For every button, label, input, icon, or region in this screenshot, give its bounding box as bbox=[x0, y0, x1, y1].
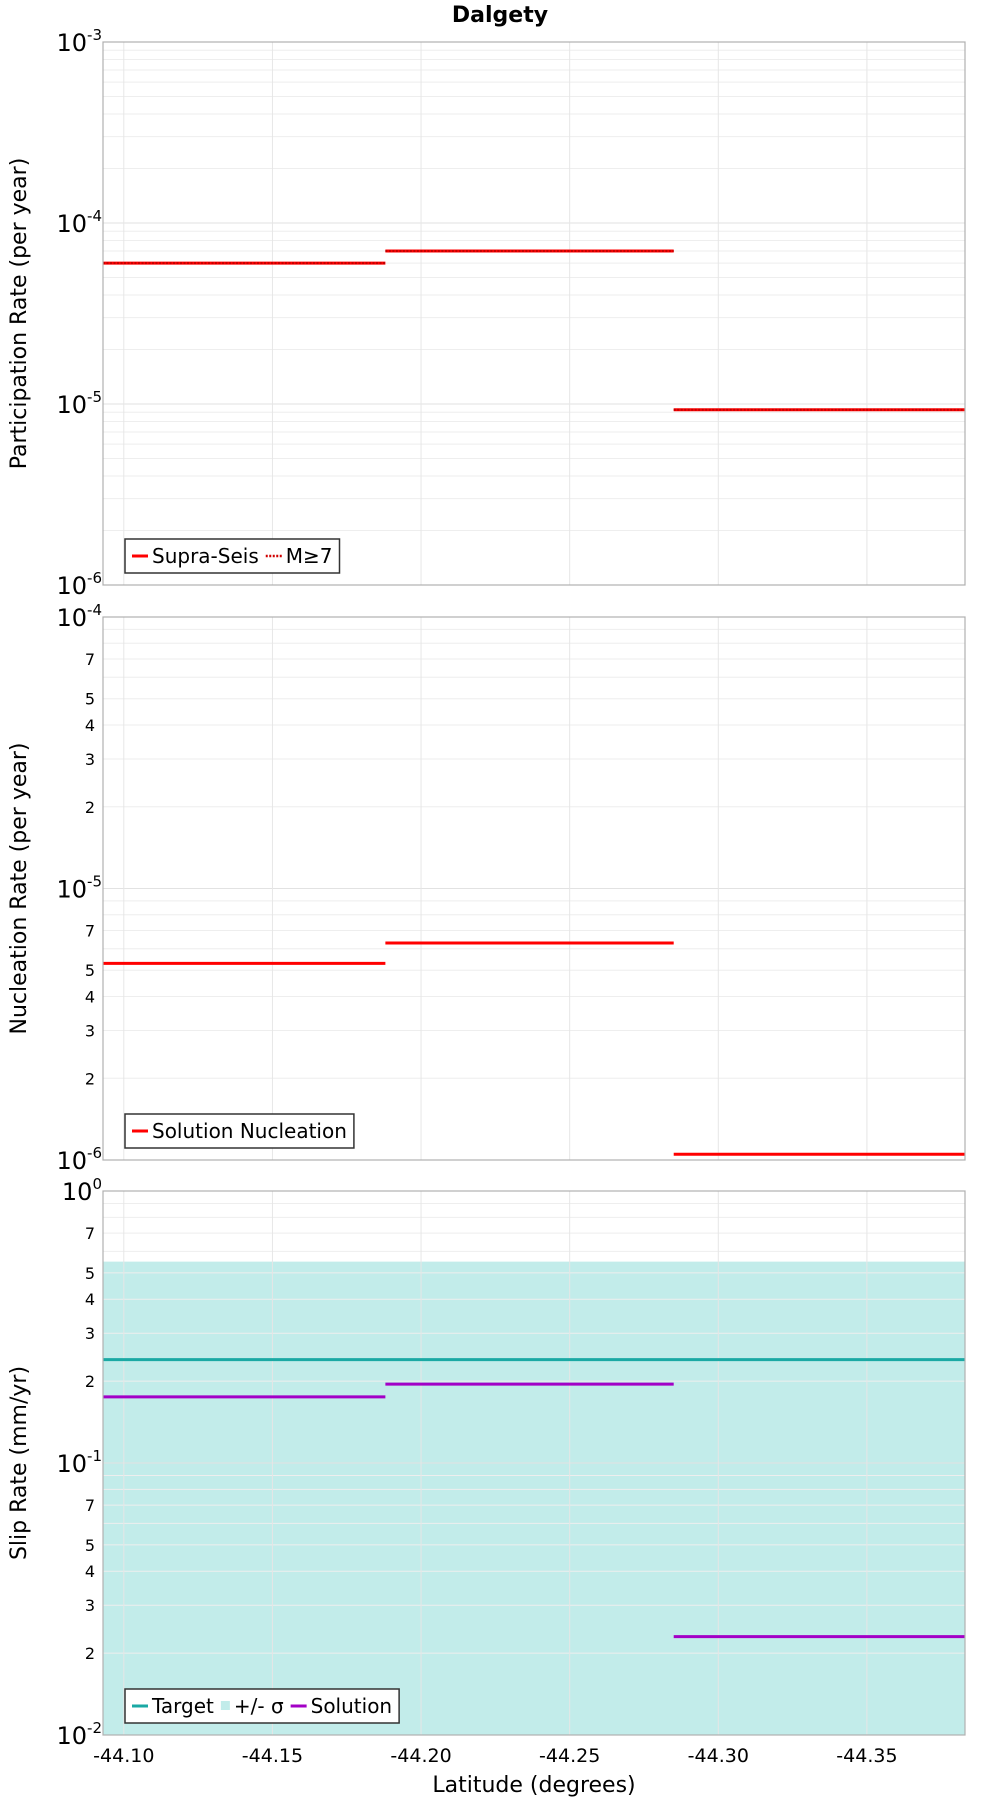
y-minor-tick-label: 4 bbox=[85, 988, 95, 1007]
y-tick-base: 10 bbox=[56, 1450, 87, 1478]
y-tick-label: 10-6 bbox=[56, 1144, 102, 1175]
y-tick-exponent: -2 bbox=[87, 1719, 102, 1737]
y-tick-label: 10-4 bbox=[56, 601, 102, 632]
legend-box bbox=[124, 1113, 355, 1149]
y-minor-tick-label: 4 bbox=[85, 1562, 95, 1581]
y-axis-label: Nucleation Rate (per year) bbox=[7, 743, 32, 1035]
y-tick-label: 10-5 bbox=[56, 873, 102, 904]
y-tick-label: 10-2 bbox=[56, 1719, 102, 1750]
y-minor-tick-label: 2 bbox=[85, 1069, 95, 1088]
y-minor-tick-label: 2 bbox=[85, 798, 95, 817]
x-tick-label: -44.35 bbox=[836, 1745, 897, 1767]
y-tick-base: 10 bbox=[56, 1147, 87, 1175]
legend-label: M≥7 bbox=[286, 544, 333, 568]
plot-frame bbox=[102, 1190, 966, 1736]
y-minor-tick-label: 5 bbox=[85, 690, 95, 709]
legend-swatch bbox=[220, 1701, 230, 1710]
figure-title: Dalgety bbox=[452, 3, 548, 28]
x-tick-label: -44.25 bbox=[539, 1745, 600, 1767]
y-tick-label: 10-4 bbox=[56, 207, 102, 238]
plot-frame bbox=[102, 616, 966, 1161]
y-tick-base: 10 bbox=[62, 1178, 93, 1206]
y-tick-base: 10 bbox=[56, 876, 87, 904]
y-minor-tick-label: 3 bbox=[85, 1021, 95, 1040]
x-tick-label: -44.30 bbox=[688, 1745, 749, 1767]
x-axis-label: Latitude (degrees) bbox=[432, 1773, 635, 1798]
legend-box bbox=[124, 1688, 400, 1724]
y-tick-base: 10 bbox=[56, 604, 87, 632]
y-tick-label: 10-1 bbox=[56, 1447, 102, 1478]
x-tick-label: -44.10 bbox=[93, 1745, 154, 1767]
y-tick-base: 10 bbox=[56, 391, 87, 419]
y-minor-tick-label: 3 bbox=[85, 1324, 95, 1343]
y-tick-base: 10 bbox=[56, 572, 87, 600]
legend-label: Supra-Seis bbox=[152, 544, 259, 568]
y-minor-tick-label: 5 bbox=[85, 961, 95, 980]
legend: Target +/- σ Solution bbox=[124, 1688, 400, 1724]
y-minor-tick-label: 5 bbox=[85, 1264, 95, 1283]
y-minor-tick-label: 2 bbox=[85, 1644, 95, 1663]
y-tick-exponent: -5 bbox=[87, 388, 102, 406]
y-tick-exponent: -4 bbox=[87, 601, 102, 619]
y-minor-tick-label: 7 bbox=[85, 922, 95, 941]
y-minor-tick-label: 7 bbox=[85, 650, 95, 669]
y-tick-base: 10 bbox=[56, 1722, 87, 1750]
sigma-band bbox=[103, 1261, 965, 1735]
legend-label: +/- σ bbox=[234, 1694, 284, 1718]
y-tick-exponent: -3 bbox=[87, 26, 102, 44]
legend: Supra-Seis M≥7 bbox=[124, 538, 341, 574]
x-tick-label: -44.15 bbox=[242, 1745, 303, 1767]
legend-label: Solution bbox=[311, 1694, 392, 1718]
y-tick-base: 10 bbox=[56, 210, 87, 238]
y-minor-tick-label: 7 bbox=[85, 1496, 95, 1515]
plot-frame bbox=[102, 41, 966, 586]
legend-label: Target bbox=[151, 1694, 214, 1718]
y-tick-exponent: -4 bbox=[87, 207, 102, 225]
y-tick-exponent: -6 bbox=[87, 569, 102, 587]
y-tick-label: 100 bbox=[62, 1175, 102, 1206]
x-tick-label: -44.20 bbox=[390, 1745, 451, 1767]
legend: Solution Nucleation bbox=[124, 1113, 355, 1149]
y-tick-exponent: -1 bbox=[87, 1447, 102, 1465]
y-minor-tick-label: 3 bbox=[85, 1596, 95, 1615]
legend-label: Solution Nucleation bbox=[152, 1119, 347, 1143]
y-minor-tick-label: 7 bbox=[85, 1224, 95, 1243]
y-tick-exponent: -6 bbox=[87, 1144, 102, 1162]
y-tick-exponent: 0 bbox=[92, 1175, 102, 1193]
y-tick-base: 10 bbox=[56, 29, 87, 57]
y-axis-label: Participation Rate (per year) bbox=[7, 158, 32, 470]
legend-box bbox=[124, 538, 341, 574]
y-tick-exponent: -5 bbox=[87, 873, 102, 891]
y-minor-tick-label: 5 bbox=[85, 1536, 95, 1555]
y-tick-label: 10-6 bbox=[56, 569, 102, 600]
y-minor-tick-label: 4 bbox=[85, 716, 95, 735]
y-minor-tick-label: 2 bbox=[85, 1372, 95, 1391]
y-tick-label: 10-5 bbox=[56, 388, 102, 419]
plot-area bbox=[103, 42, 965, 585]
y-axis-label: Slip Rate (mm/yr) bbox=[7, 1366, 32, 1560]
y-tick-label: 10-3 bbox=[56, 26, 102, 57]
y-minor-tick-label: 4 bbox=[85, 1290, 95, 1309]
y-minor-tick-label: 3 bbox=[85, 750, 95, 769]
